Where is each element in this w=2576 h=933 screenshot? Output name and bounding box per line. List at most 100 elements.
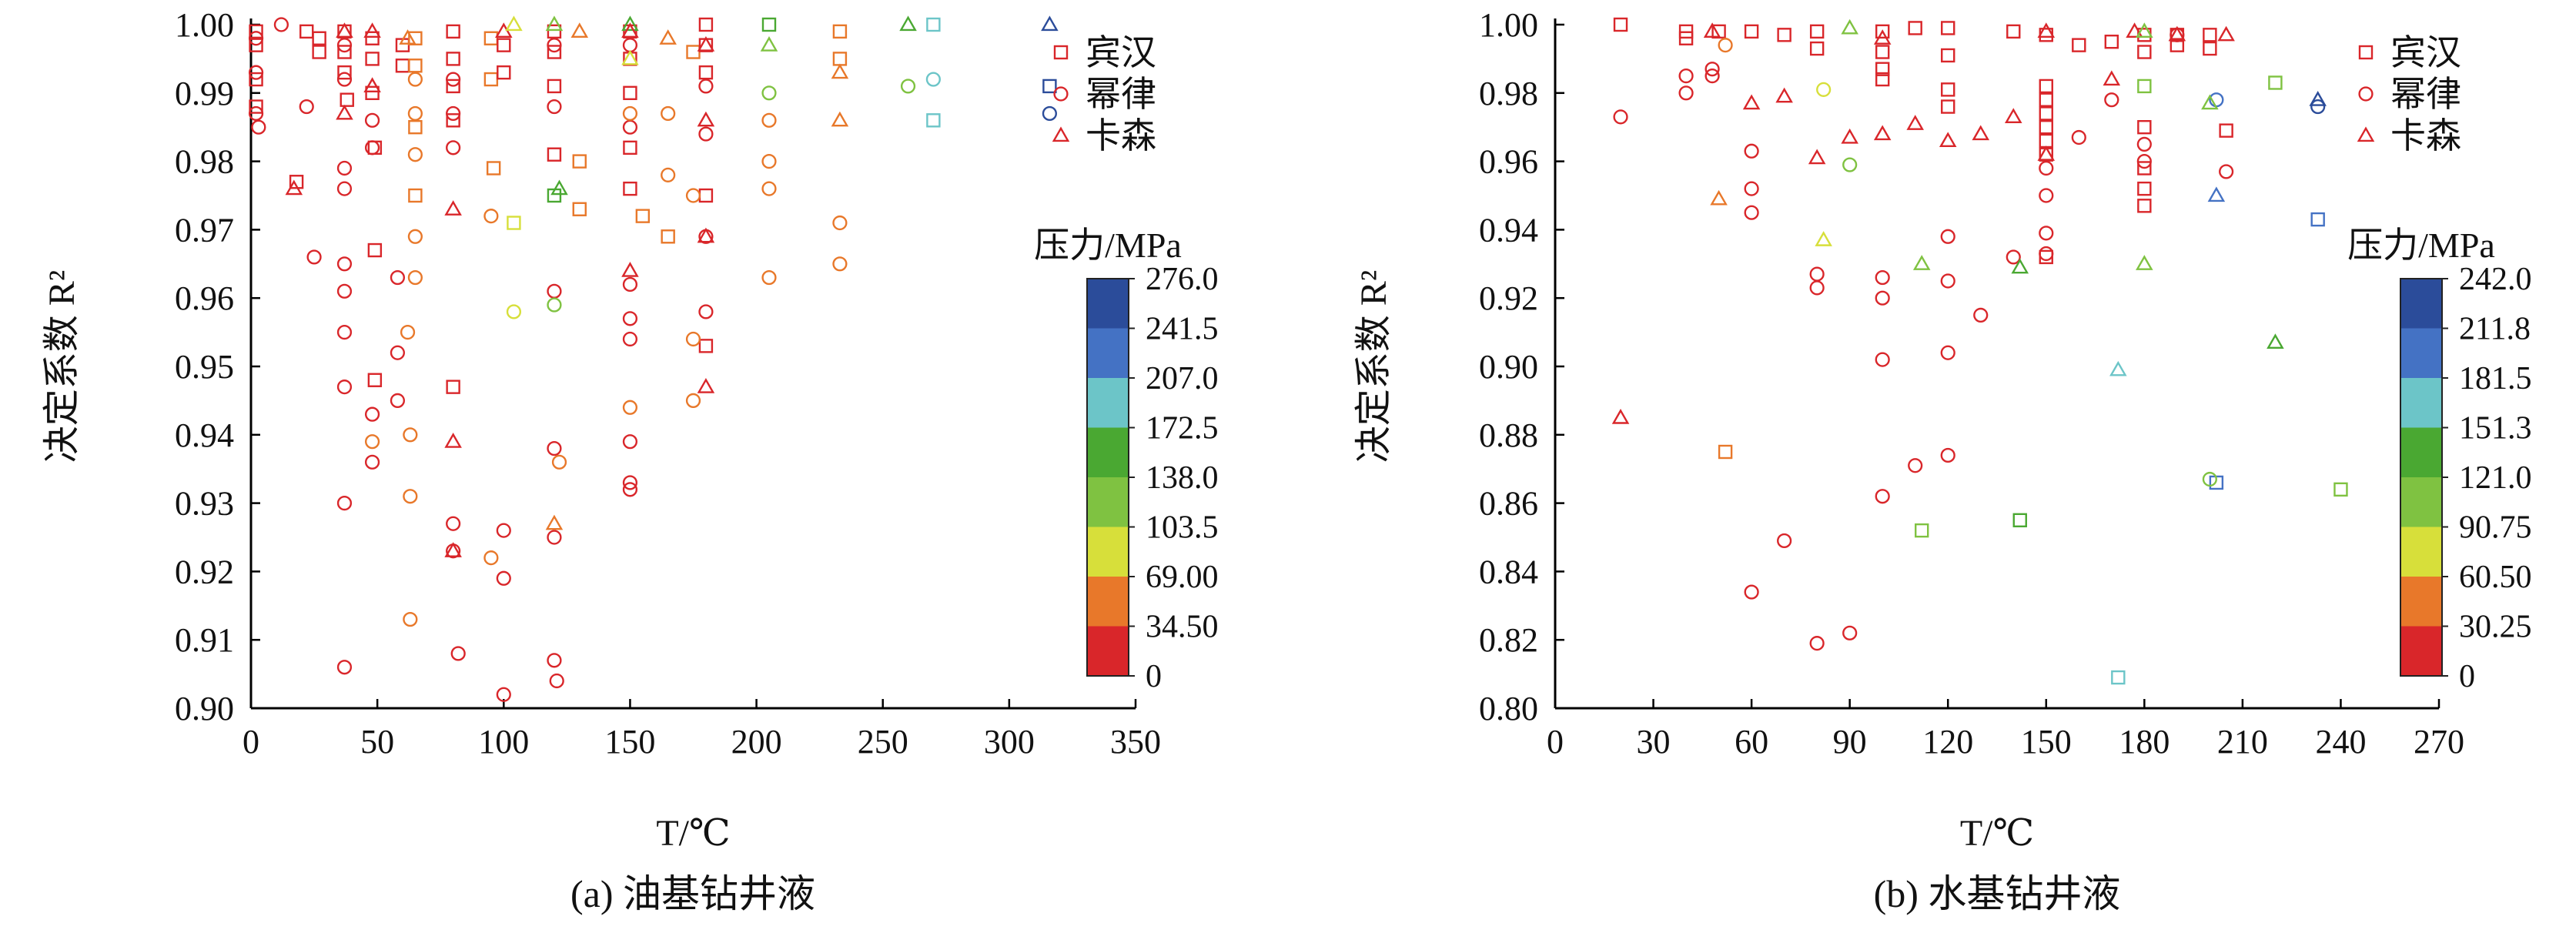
data-point-square [698, 188, 714, 203]
y-tick-label: 0.99 [175, 75, 234, 112]
data-point-circle [685, 188, 701, 203]
x-axis-title: T/℃ [656, 813, 730, 854]
data-point-triangle [399, 29, 417, 45]
data-point-triangle [1808, 149, 1826, 165]
data-point-circle [698, 126, 714, 142]
x-tick-label: 250 [858, 723, 908, 761]
data-point-circle [1940, 273, 1955, 289]
x-tick-label: 270 [2414, 723, 2464, 761]
colorbar-segment [1087, 626, 1129, 676]
data-point-triangle [831, 111, 849, 127]
data-point-triangle [2136, 22, 2153, 38]
data-point-circle [299, 99, 314, 115]
data-point-square [2310, 212, 2325, 227]
data-point-circle [622, 434, 638, 450]
colorbar-label: 34.50 [1146, 610, 1219, 645]
data-point-circle [336, 256, 353, 272]
data-point-circle [761, 85, 777, 101]
data-point-circle [622, 475, 638, 490]
legend-marker-square [2358, 45, 2374, 60]
data-point-triangle [336, 104, 353, 120]
data-point-triangle [1611, 408, 1630, 424]
data-point-square [1613, 17, 1628, 32]
x-tick-label: 90 [1833, 723, 1867, 761]
legend-marker-square [1053, 45, 1069, 60]
colorbar-label: 138.0 [1146, 460, 1219, 496]
data-point-circle [551, 454, 567, 470]
data-point-circle [506, 304, 522, 319]
data-point-circle [407, 105, 423, 122]
colorbar-label: 60.50 [2459, 560, 2532, 595]
panel-water-based: 0 30 60 90 120 150 180 210 240 270 0.80 0.82 0.84 0.8… [1353, 6, 2532, 915]
data-point-triangle [2201, 94, 2219, 110]
y-tick-label: 1.00 [175, 6, 234, 44]
data-point-circle [1809, 636, 1825, 651]
data-point-circle [390, 269, 406, 286]
data-point-circle [622, 331, 638, 347]
data-point-circle [547, 297, 562, 313]
data-point-circle [2039, 160, 2054, 176]
y-tick-label: 0.90 [175, 690, 234, 727]
data-point-circle [1718, 38, 1733, 53]
data-point-square [312, 31, 326, 45]
data-point-circle [336, 325, 353, 340]
y-tick-label: 0.94 [1479, 211, 1538, 249]
panel-caption: (a) 油基钻井液 [570, 872, 815, 915]
data-point-circle [306, 249, 322, 265]
data-point-square [2137, 161, 2152, 176]
data-point-circle [761, 269, 777, 286]
y-axis-title: 决定系数 R² [1353, 270, 1394, 463]
data-point-circle [2310, 99, 2326, 115]
data-point-square [497, 65, 511, 80]
data-point-circle [364, 140, 380, 156]
data-point-square [507, 216, 521, 230]
data-point-square [1941, 48, 1955, 63]
data-point-square [446, 79, 460, 94]
data-point-square [761, 17, 777, 32]
y-tick-label: 1.00 [1479, 6, 1538, 44]
data-point-circle [446, 72, 461, 87]
y-tick-label: 0.93 [175, 485, 234, 523]
y-axis-title: 决定系数 R² [42, 270, 82, 463]
data-point-square [1915, 523, 1929, 538]
data-point-square [2137, 181, 2152, 196]
data-point-square [408, 119, 423, 135]
data-point-triangle [659, 29, 677, 45]
colorbar-segment [2400, 378, 2442, 428]
data-point-circle [407, 147, 423, 162]
data-point-triangle [1873, 29, 1892, 45]
data-point-triangle [336, 22, 353, 38]
data-point-circle [2136, 154, 2152, 169]
colorbar-segment [1087, 328, 1129, 378]
data-point-triangle [545, 15, 564, 32]
data-point-triangle [1703, 22, 1721, 38]
data-point-circle [547, 530, 562, 545]
legend-label: 幂律 [2390, 75, 2461, 114]
data-point-square [2006, 24, 2021, 39]
data-point-square [1875, 45, 1890, 59]
data-point-circle [1973, 307, 1989, 323]
legend-label: 宾汉 [1086, 33, 1156, 72]
data-point-triangle [2004, 108, 2022, 123]
colorbar-label: 211.8 [2459, 312, 2531, 347]
data-point-square [686, 45, 701, 59]
colorbar-segment [1087, 427, 1129, 477]
data-point-square [623, 85, 637, 101]
data-point-circle [832, 215, 848, 231]
legend-label: 宾汉 [2390, 33, 2461, 72]
data-point-circle [547, 38, 562, 53]
data-point-triangle [2103, 70, 2121, 86]
data-point-circle [336, 181, 353, 196]
colorbar-segment [1087, 477, 1129, 527]
data-point-circle [1940, 229, 1955, 244]
data-point-square [623, 181, 637, 196]
data-point-circle [364, 454, 380, 470]
data-point-triangle [1815, 231, 1832, 246]
colorbar-segment [2400, 279, 2442, 329]
data-point-circle [698, 304, 714, 319]
data-point-circle [547, 99, 562, 115]
data-point-square [483, 72, 499, 87]
colorbar-label: 103.5 [1146, 510, 1219, 546]
y-tick-label: 0.95 [175, 348, 234, 386]
y-tick-label: 0.97 [175, 211, 234, 249]
